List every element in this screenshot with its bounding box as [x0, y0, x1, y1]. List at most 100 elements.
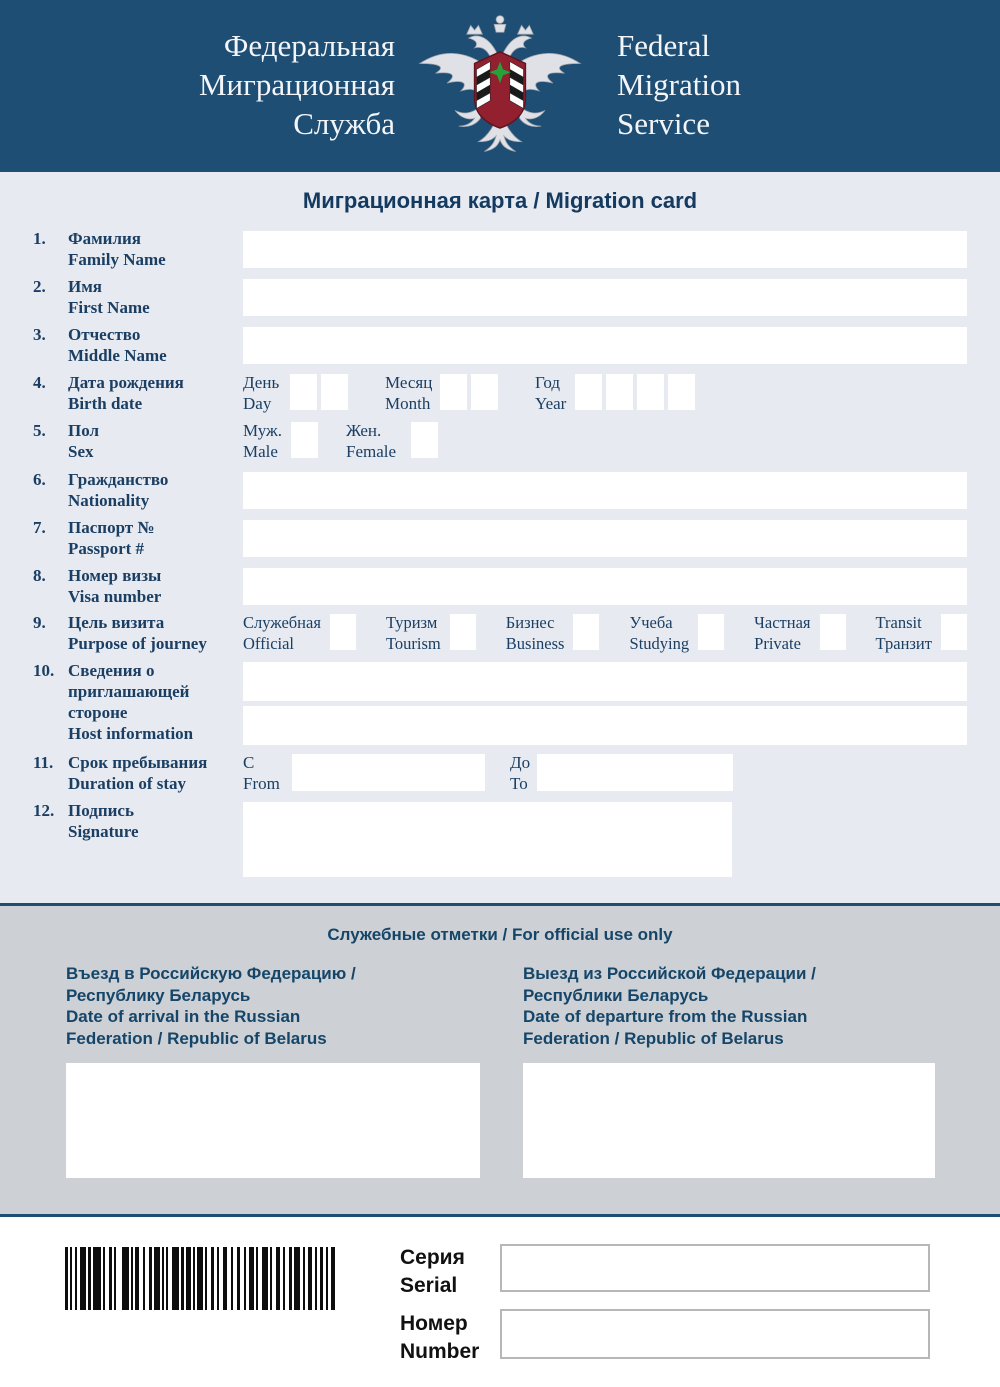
barcode — [65, 1247, 335, 1310]
male-label: Муж. Male — [243, 421, 282, 461]
field-label-ru: Сведения о — [68, 661, 155, 680]
field-label: Пол Sex — [68, 420, 243, 462]
year-cells — [575, 374, 699, 410]
arrival-stamp-label: Въезд в Российскую Федерацию / Республик… — [66, 964, 356, 1048]
field-label-en: Host information — [68, 724, 194, 743]
field-label: Фамилия Family Name — [68, 228, 243, 270]
serial-input[interactable] — [500, 1244, 930, 1292]
field-number: 9. — [33, 613, 46, 632]
purpose-studying-checkbox[interactable] — [698, 614, 725, 650]
purpose-business-checkbox[interactable] — [573, 614, 600, 650]
field-label-en: Purpose of journey — [68, 634, 207, 653]
field-number: 10. — [33, 661, 55, 680]
field-label: Подпись Signature — [68, 800, 243, 842]
field-birth-date: 4. Дата рождения Birth date День Day Мес… — [33, 372, 967, 414]
purpose-option-business: Бизнес Business — [506, 612, 600, 654]
purpose-option-studying: Учеба Studying — [630, 612, 725, 654]
field-number: 8. — [33, 566, 46, 585]
field-sex: 5. Пол Sex Муж. Male Жен. Female — [33, 420, 967, 462]
section-divider-line — [0, 1214, 1000, 1217]
field-number: 5. — [33, 421, 46, 440]
host-information-input-line1[interactable] — [243, 662, 967, 701]
field-host-information: 10. Сведения о приглашающей стороне Host… — [33, 660, 967, 745]
field-label: Сведения о приглашающей стороне Host inf… — [68, 660, 243, 744]
org-en-line: Federal — [617, 28, 710, 63]
purpose-tourism-checkbox[interactable] — [449, 614, 476, 650]
org-name-english: Federal Migration Service — [617, 26, 917, 143]
day-digit-cell[interactable] — [290, 374, 317, 410]
field-label-en: Family Name — [68, 250, 166, 269]
purpose-option-transit: Transit Транзит — [876, 612, 967, 654]
field-label-ru: Гражданство — [68, 470, 169, 489]
field-label-en: Birth date — [68, 394, 143, 413]
field-number: 12. — [33, 801, 55, 820]
serial-label: Серия Serial — [400, 1246, 465, 1297]
month-digit-cell[interactable] — [440, 374, 467, 410]
middle-name-input[interactable] — [243, 327, 967, 364]
number-label: Номер Number — [400, 1312, 480, 1363]
purpose-transit-checkbox[interactable] — [940, 614, 967, 650]
day-digit-cell[interactable] — [321, 374, 348, 410]
section-divider-line — [0, 903, 1000, 906]
official-use-title: Служебные отметки / For official use onl… — [327, 925, 673, 944]
field-middle-name: 3. Отчество Middle Name — [33, 324, 967, 366]
field-label-ru: Срок пребывания — [68, 753, 208, 772]
field-label-en: First Name — [68, 298, 150, 317]
field-signature: 12. Подпись Signature — [33, 800, 967, 877]
field-number: 2. — [33, 277, 46, 296]
purpose-official-checkbox[interactable] — [329, 614, 356, 650]
field-visa-number: 8. Номер визы Visa number — [33, 565, 967, 607]
male-checkbox[interactable] — [291, 422, 318, 458]
signature-input[interactable] — [243, 802, 732, 877]
number-input[interactable] — [500, 1309, 930, 1359]
female-checkbox[interactable] — [411, 422, 438, 458]
purpose-option-tourism: Туризм Tourism — [386, 612, 476, 654]
family-name-input[interactable] — [243, 231, 967, 268]
month-digit-cell[interactable] — [471, 374, 498, 410]
purpose-option-label: Учеба Studying — [629, 613, 690, 653]
purpose-private-checkbox[interactable] — [819, 614, 846, 650]
purpose-option-label: Служебная Official — [243, 613, 321, 653]
year-digit-cell[interactable] — [606, 374, 633, 410]
arrival-stamp-box[interactable] — [66, 1063, 480, 1178]
year-digit-cell[interactable] — [575, 374, 602, 410]
field-label-ru: Имя — [68, 277, 102, 296]
purpose-option-official: Служебная Official — [243, 612, 356, 654]
year-digit-cell[interactable] — [668, 374, 695, 410]
from-label: С From — [243, 753, 280, 793]
to-label: До To — [510, 753, 531, 793]
visa-number-input[interactable] — [243, 568, 967, 605]
field-passport: 7. Паспорт № Passport # — [33, 517, 967, 559]
nationality-input[interactable] — [243, 472, 967, 509]
purpose-option-private: Частная Private — [754, 612, 846, 654]
duration-to-input[interactable] — [537, 754, 733, 791]
field-label: Дата рождения Birth date — [68, 372, 243, 414]
departure-stamp-label: Выезд из Российской Федерации / Республи… — [523, 964, 816, 1048]
departure-stamp-box[interactable] — [523, 1063, 935, 1178]
field-family-name: 1. Фамилия Family Name — [33, 228, 967, 270]
field-number: 11. — [33, 753, 54, 772]
field-label-en: Visa number — [68, 587, 162, 606]
field-purpose: 9. Цель визита Purpose of journey Служеб… — [33, 612, 967, 654]
field-number: 4. — [33, 373, 46, 392]
field-label-en: Signature — [68, 822, 139, 841]
field-label-ru: Паспорт № — [68, 518, 155, 537]
day-label: День Day — [243, 373, 280, 413]
field-label-en: Sex — [68, 442, 94, 461]
org-en-line: Service — [617, 106, 710, 141]
duration-from-input[interactable] — [292, 754, 485, 791]
purpose-option-label: Transit Транзит — [875, 613, 932, 653]
year-digit-cell[interactable] — [637, 374, 664, 410]
org-name-russian: Федеральная Миграционная Служба — [0, 26, 395, 143]
passport-input[interactable] — [243, 520, 967, 557]
field-label-en: Middle Name — [68, 346, 167, 365]
field-label-ru: Цель визита — [68, 613, 165, 632]
field-number: 3. — [33, 325, 46, 344]
host-information-input-line2[interactable] — [243, 706, 967, 745]
month-label: Месяц Month — [385, 373, 433, 413]
field-label-ru: Номер визы — [68, 566, 162, 585]
first-name-input[interactable] — [243, 279, 967, 316]
org-ru-line: Служба — [293, 106, 395, 141]
field-label-ru: Дата рождения — [68, 373, 184, 392]
